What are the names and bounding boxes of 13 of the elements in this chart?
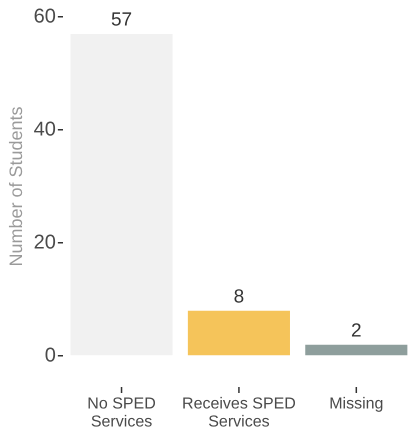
y-tick-label: 0 [44, 344, 56, 367]
bar [188, 310, 290, 356]
y-tick-label: 20 [34, 232, 56, 254]
y-tick-label: 40 [34, 118, 56, 141]
x-tick-label: Missing [329, 395, 384, 412]
x-tick-label: No SPED Services [87, 395, 156, 430]
x-tick-label: Receives SPED Services [182, 395, 296, 430]
y-axis-title: Number of Students [6, 106, 26, 267]
y-tick-label: 60 [34, 6, 56, 28]
bar [305, 344, 408, 356]
data-label: 2 [351, 320, 362, 342]
data-label: 57 [110, 10, 132, 31]
data-label: 8 [234, 286, 244, 308]
